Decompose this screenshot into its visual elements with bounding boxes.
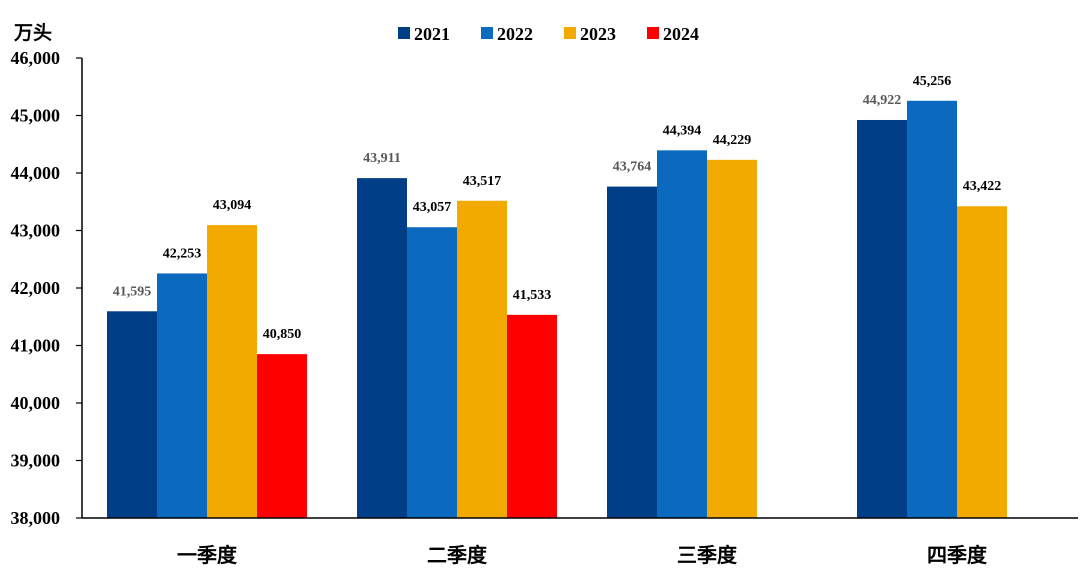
bar-2022-3	[657, 150, 707, 518]
bar-2024-1	[257, 354, 307, 518]
legend: 2021 2022 2023 2024	[398, 24, 699, 44]
bar-2022-1	[157, 273, 207, 518]
legend-swatch-2022	[481, 27, 493, 39]
bar-2022-2	[407, 227, 457, 518]
legend-swatch-2023	[564, 27, 576, 39]
data-label-2023-3: 44,229	[713, 133, 752, 148]
legend-label-2022: 2022	[497, 24, 533, 44]
bar-2023-3	[707, 159, 757, 518]
y-tick-label: 41,000	[11, 336, 61, 356]
y-tick-label: 43,000	[11, 221, 61, 241]
bar-2023-1	[207, 225, 257, 518]
data-label-2022-3: 44,394	[663, 123, 702, 138]
category-labels: 一季度 二季度 三季度 四季度	[177, 543, 988, 567]
y-tick-label: 46,000	[11, 48, 61, 68]
y-tick-label: 45,000	[11, 106, 61, 126]
y-tick-label: 38,000	[11, 508, 61, 528]
data-label-2021-4: 44,922	[863, 93, 902, 108]
data-labels: 41,595 42,253 43,094 40,850 43,911 43,057 43,5…	[113, 74, 1002, 342]
bar-2021-4	[857, 119, 907, 519]
data-label-2022-4: 45,256	[913, 74, 952, 89]
data-label-2024-2: 41,533	[513, 288, 552, 303]
y-axis-ticks: 38,000 39,000 40,000 41,000 42,000 43,000 44,0…	[11, 48, 82, 528]
legend-label-2024: 2024	[663, 24, 699, 44]
category-label: 四季度	[927, 543, 988, 567]
bar-2021-2	[357, 178, 407, 518]
data-label-2021-2: 43,911	[363, 151, 401, 166]
data-label-2024-1: 40,850	[263, 327, 302, 342]
y-tick-label: 39,000	[11, 451, 61, 471]
bar-2022-4	[907, 100, 957, 518]
category-label: 三季度	[677, 543, 738, 567]
data-label-2023-2: 43,517	[463, 174, 502, 189]
legend-swatch-2024	[647, 27, 659, 39]
data-label-2022-1: 42,253	[163, 246, 202, 261]
data-label-2023-4: 43,422	[963, 179, 1002, 194]
legend-label-2023: 2023	[580, 24, 616, 44]
y-axis-unit-label: 万头	[13, 22, 52, 44]
data-label-2021-1: 41,595	[113, 284, 152, 299]
data-label-2022-2: 43,057	[413, 200, 452, 215]
bar-2023-2	[457, 200, 507, 518]
y-tick-label: 44,000	[11, 163, 61, 183]
data-label-2023-1: 43,094	[213, 198, 252, 213]
y-tick-label: 40,000	[11, 393, 61, 413]
bars	[107, 100, 1007, 519]
bar-2023-4	[957, 206, 1007, 519]
legend-swatch-2021	[398, 27, 410, 39]
category-label: 一季度	[177, 543, 238, 567]
bar-2021-1	[107, 311, 157, 518]
category-label: 二季度	[427, 543, 488, 567]
y-tick-label: 42,000	[11, 278, 61, 298]
legend-label-2021: 2021	[414, 24, 450, 44]
bar-2021-3	[607, 186, 657, 518]
data-label-2021-3: 43,764	[613, 160, 652, 175]
bar-2024-2	[507, 314, 557, 518]
